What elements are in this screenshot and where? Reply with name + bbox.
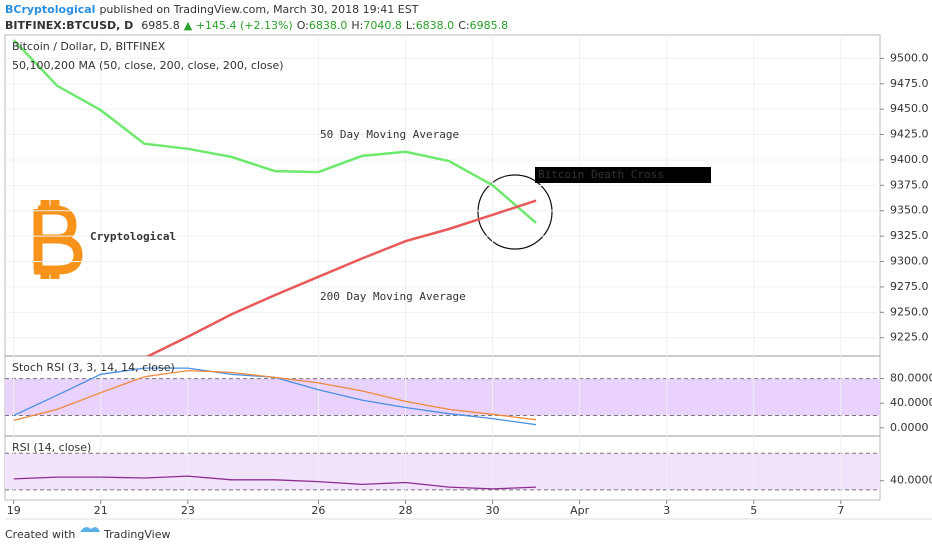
y-tick-label: 9375.0 xyxy=(890,178,929,191)
y-tick-label: 9425.0 xyxy=(890,128,929,141)
ohlc-value: 6838.0 xyxy=(309,19,348,32)
x-tick-label: 3 xyxy=(663,504,670,517)
band xyxy=(5,378,880,416)
y-tick-label: 9475.0 xyxy=(890,77,929,90)
x-tick-label: 7 xyxy=(837,504,844,517)
pane xyxy=(5,356,880,436)
frame xyxy=(4,34,881,501)
x-tick-label: 21 xyxy=(94,504,108,517)
ohlc-label: L: xyxy=(406,19,416,32)
footer-brand: TradingView xyxy=(103,528,170,541)
x-tick-label: 28 xyxy=(398,504,412,517)
y-tick-label: 9500.0 xyxy=(890,51,929,64)
ohlc-value: 7040.8 xyxy=(363,19,402,32)
pane-title: Stoch RSI (3, 3, 14, 14, close) xyxy=(12,361,175,374)
annotation: Bitcoin Death Cross xyxy=(538,168,664,181)
y-tick-label: 9325.0 xyxy=(890,229,929,242)
series-line xyxy=(13,475,537,490)
y-tick-label: 0.0000 xyxy=(890,421,929,434)
ohlc-label: H: xyxy=(351,19,363,32)
pane-title: RSI (14, close) xyxy=(12,441,91,454)
annotation-box xyxy=(535,167,711,183)
ohlc-label: O: xyxy=(297,19,309,32)
annotation: 200 Day Moving Average xyxy=(320,290,466,303)
y-tick-label: 9275.0 xyxy=(890,280,929,293)
x-tick-label: 26 xyxy=(311,504,325,517)
y-tick-label: 40.0000 xyxy=(890,474,932,487)
series-line xyxy=(145,199,537,356)
x-tick-label: Apr xyxy=(570,504,590,517)
ohlc-label: C: xyxy=(458,19,469,32)
change: ▲ +145.4 (+2.13%) xyxy=(184,19,293,32)
x-tick-label: 19 xyxy=(7,504,21,517)
pane-subtitle: 50,100,200 MA (50, close, 200, close, 20… xyxy=(12,59,284,72)
x-tick-label: 23 xyxy=(181,504,195,517)
series-line xyxy=(12,39,537,224)
y-tick-label: 9300.0 xyxy=(890,255,929,268)
y-tick-label: 9250.0 xyxy=(890,305,929,318)
x-tick-label: 30 xyxy=(486,504,500,517)
symbol-line: BITFINEX:BTCUSD, D 6985.8 ▲ +145.4 (+2.13%… xyxy=(5,19,508,32)
death-cross-circle xyxy=(477,174,553,250)
ohlc-value: 6838.0 xyxy=(416,19,455,32)
header-line: BCryptological published on TradingView.c… xyxy=(5,3,419,16)
last: 6985.8 xyxy=(141,19,180,32)
symbol: BITFINEX:BTCUSD, D xyxy=(5,19,133,32)
series-line xyxy=(13,369,537,422)
published: published on TradingView.com, March 30, … xyxy=(99,3,418,16)
x-tick-label: 5 xyxy=(750,504,757,517)
y-tick-label: 9225.0 xyxy=(890,331,929,344)
y-tick-label: 40.0000 xyxy=(890,396,932,409)
y-tick-label: 80.0000 xyxy=(890,372,932,385)
pane-title: Bitcoin / Dollar, D, BITFINEX xyxy=(12,40,166,53)
bitcoin-logo xyxy=(33,200,83,279)
author: BCryptological xyxy=(5,3,95,16)
annotation: 50 Day Moving Average xyxy=(320,128,459,141)
annotation: Cryptological xyxy=(90,230,176,243)
y-tick-label: 9350.0 xyxy=(890,204,929,217)
ohlc-value: 6985.8 xyxy=(470,19,509,32)
band xyxy=(5,453,880,490)
y-tick-label: 9450.0 xyxy=(890,102,929,115)
tradingview-icon xyxy=(80,527,100,532)
pane xyxy=(5,436,880,500)
y-tick-label: 9400.0 xyxy=(890,153,929,166)
footer-created: Created with xyxy=(5,528,75,541)
pane xyxy=(5,35,880,356)
